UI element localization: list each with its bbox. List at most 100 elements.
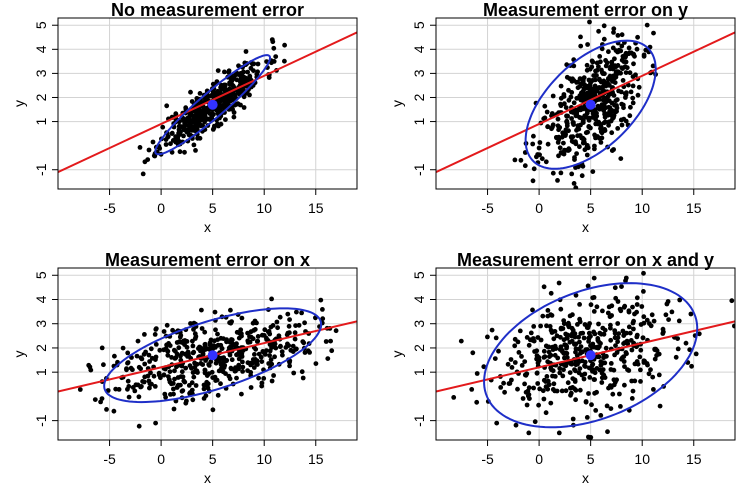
scatter-point bbox=[318, 297, 324, 303]
scatter-point bbox=[240, 70, 245, 76]
scatter-point bbox=[163, 142, 169, 147]
scatter-point bbox=[545, 359, 551, 365]
scatter-point bbox=[521, 440, 526, 445]
y-axis-label: y bbox=[389, 100, 405, 107]
scatter-point bbox=[228, 344, 233, 350]
scatter-point bbox=[641, 52, 647, 58]
scatter-point bbox=[606, 122, 611, 128]
scatter-point bbox=[163, 346, 169, 351]
scatter-point bbox=[141, 351, 147, 357]
scatter-point bbox=[592, 143, 597, 149]
scatter-point bbox=[565, 148, 571, 153]
scatter-point bbox=[302, 320, 307, 326]
scatter-point bbox=[178, 382, 183, 388]
scatter-point bbox=[586, 124, 592, 130]
scatter-point bbox=[210, 126, 216, 132]
scatter-point bbox=[569, 116, 574, 121]
scatter-point bbox=[606, 49, 611, 55]
scatter-point bbox=[169, 381, 174, 387]
scatter-point bbox=[198, 123, 204, 129]
scatter-point bbox=[611, 367, 617, 373]
scatter-point bbox=[313, 361, 319, 366]
y-tick-label: 3 bbox=[33, 320, 49, 328]
y-axis-label: y bbox=[11, 100, 27, 107]
scatter-point bbox=[649, 312, 655, 318]
scatter-point bbox=[284, 332, 290, 338]
scatter-point bbox=[572, 341, 577, 347]
scatter-point bbox=[270, 323, 276, 328]
scatter-point bbox=[536, 358, 542, 363]
scatter-point bbox=[161, 329, 167, 334]
scatter-point bbox=[221, 363, 226, 369]
scatter-point bbox=[626, 368, 632, 373]
scatter-point bbox=[613, 98, 619, 104]
x-tick-label: 5 bbox=[209, 451, 217, 467]
scatter-point bbox=[626, 308, 632, 314]
scatter-point bbox=[571, 63, 577, 69]
mean-point bbox=[585, 350, 596, 361]
scatter-point bbox=[120, 345, 126, 351]
scatter-point bbox=[541, 284, 547, 290]
scatter-point bbox=[627, 70, 633, 76]
scatter-point bbox=[598, 331, 604, 337]
scatter-point bbox=[578, 350, 583, 356]
scatter-point bbox=[634, 302, 640, 307]
panel-title: Measurement error on y bbox=[483, 0, 688, 20]
scatter-point bbox=[262, 352, 268, 357]
scatter-point bbox=[570, 416, 576, 422]
scatter-point bbox=[558, 95, 564, 101]
scatter-point bbox=[142, 332, 147, 337]
y-tick-label: 5 bbox=[33, 271, 49, 279]
scatter-point bbox=[202, 342, 208, 347]
scatter-point bbox=[550, 170, 556, 176]
scatter-point bbox=[575, 123, 581, 129]
scatter-point bbox=[135, 382, 141, 388]
scatter-point bbox=[591, 295, 597, 300]
scatter-point bbox=[167, 369, 173, 374]
y-tick-label: 2 bbox=[411, 344, 427, 352]
scatter-point bbox=[299, 369, 305, 375]
scatter-point bbox=[270, 39, 276, 45]
scatter-point bbox=[605, 429, 610, 435]
scatter-point bbox=[320, 307, 325, 312]
scatter-point bbox=[188, 127, 194, 133]
scatter-point bbox=[206, 371, 212, 377]
scatter-point bbox=[259, 359, 265, 364]
scatter-point bbox=[585, 283, 591, 289]
scatter-point bbox=[582, 147, 588, 153]
scatter-point bbox=[174, 364, 179, 370]
scatter-point bbox=[594, 389, 599, 395]
scatter-point bbox=[540, 313, 546, 319]
scatter-point bbox=[586, 339, 591, 344]
scatter-point bbox=[148, 346, 154, 352]
scatter-point bbox=[267, 331, 273, 337]
scatter-point bbox=[502, 389, 507, 395]
scatter-point bbox=[544, 374, 550, 379]
scatter-point bbox=[557, 347, 563, 352]
scatter-point bbox=[255, 338, 261, 344]
scatter-point bbox=[596, 64, 601, 69]
scatter-point bbox=[558, 326, 564, 332]
scatter-point bbox=[239, 391, 244, 397]
scatter-point bbox=[534, 370, 540, 376]
scatter-point bbox=[590, 78, 595, 83]
x-tick-label: 0 bbox=[157, 200, 165, 216]
scatter-point bbox=[215, 392, 221, 398]
scatter-point bbox=[182, 149, 187, 155]
scatter-point bbox=[630, 100, 636, 106]
scatter-point bbox=[573, 397, 578, 403]
scatter-point bbox=[602, 114, 608, 120]
scatter-point bbox=[181, 133, 186, 139]
scatter-point bbox=[200, 114, 206, 119]
scatter-point bbox=[582, 371, 588, 377]
scatter-point bbox=[147, 385, 152, 391]
scatter-point bbox=[158, 375, 163, 381]
x-axis-label: x bbox=[204, 219, 211, 235]
scatter-point bbox=[255, 69, 260, 75]
scatter-point bbox=[237, 352, 242, 357]
scatter-point bbox=[641, 270, 646, 276]
scatter-point bbox=[535, 381, 541, 386]
scatter-point bbox=[594, 304, 600, 310]
confidence-ellipse bbox=[154, 54, 271, 156]
scatter-point bbox=[176, 345, 182, 351]
